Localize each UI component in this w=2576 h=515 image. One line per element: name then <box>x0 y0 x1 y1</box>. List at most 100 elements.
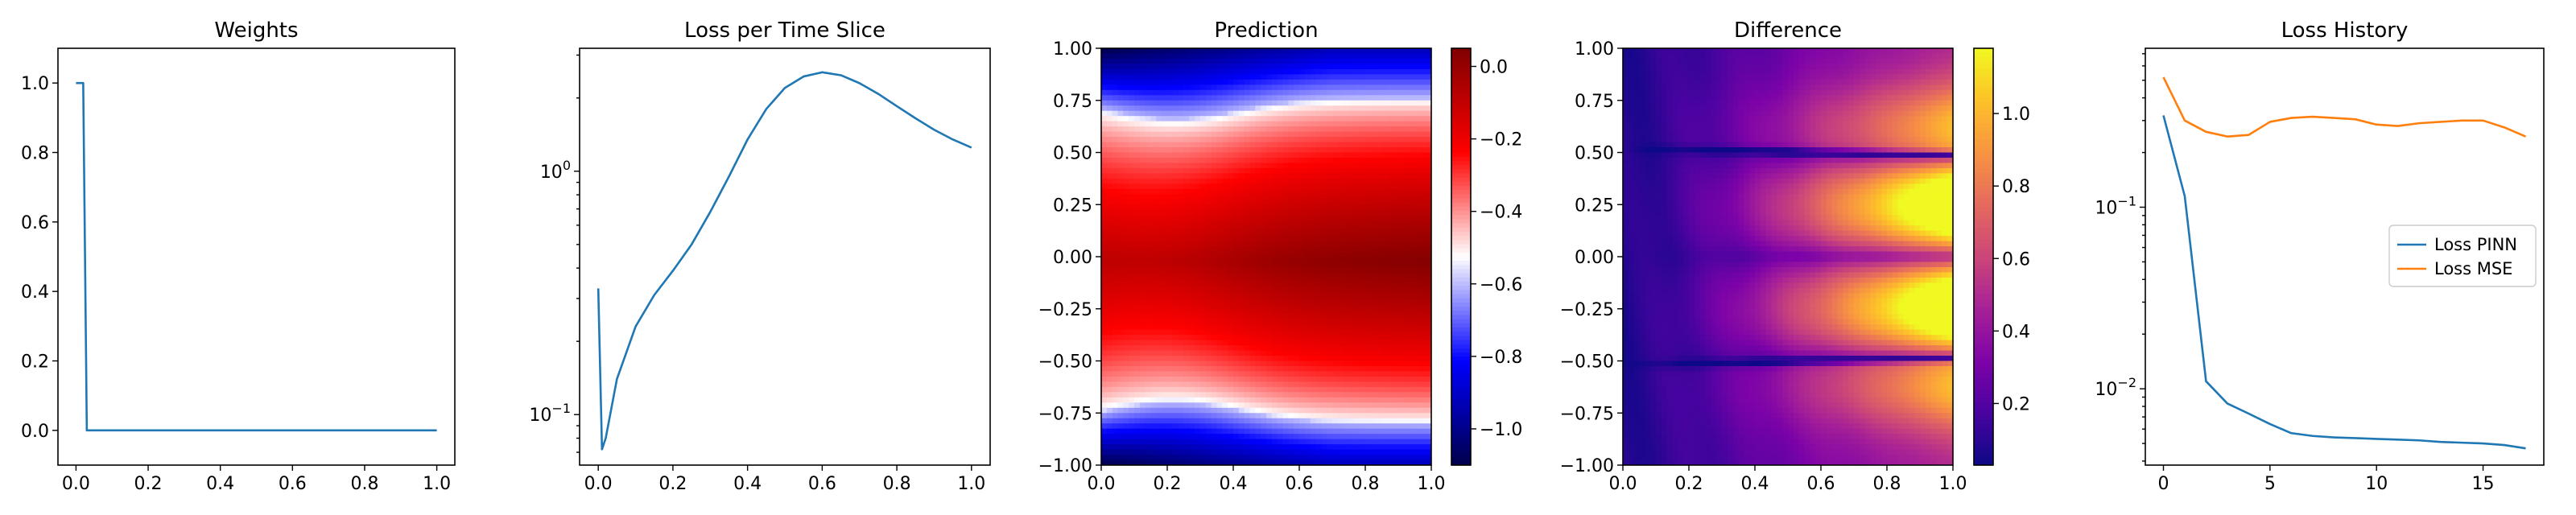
heatmap-cell <box>1211 178 1218 184</box>
heatmap-cell <box>1409 225 1416 232</box>
heatmap-cell <box>1172 131 1179 138</box>
heatmap-cell <box>1178 449 1185 455</box>
heatmap-cell <box>1200 459 1207 465</box>
heatmap-cell <box>1106 209 1113 216</box>
heatmap-cell <box>1117 199 1124 205</box>
heatmap-cell <box>1348 381 1355 388</box>
heatmap-cell <box>1365 142 1372 148</box>
heatmap-cell <box>1134 371 1141 377</box>
heatmap-cell <box>1233 423 1240 430</box>
heatmap-cell <box>1228 178 1234 184</box>
heatmap-cell <box>1106 137 1113 143</box>
heatmap-cell <box>1370 303 1377 310</box>
heatmap-cell <box>1233 68 1240 75</box>
heatmap-cell <box>1327 58 1333 65</box>
heatmap-cell <box>1200 329 1207 336</box>
heatmap-cell <box>1233 220 1240 226</box>
heatmap-cell <box>1420 381 1426 388</box>
heatmap-cell <box>1129 131 1135 138</box>
heatmap-cell <box>1343 251 1350 258</box>
heatmap-cell <box>1134 428 1141 435</box>
heatmap-cell <box>1228 459 1234 465</box>
heatmap-cell <box>1162 392 1168 398</box>
heatmap-cell <box>1189 397 1195 403</box>
heatmap-cell <box>1172 89 1179 96</box>
heatmap-cell <box>1304 110 1311 117</box>
heatmap-cell <box>1129 173 1135 179</box>
heatmap-cell <box>1354 251 1360 258</box>
heatmap-cell <box>1150 95 1157 101</box>
heatmap-cell <box>1348 58 1355 65</box>
heatmap-cell <box>1150 147 1157 154</box>
panel-title: Loss per Time Slice <box>684 19 886 43</box>
heatmap-cell <box>1106 449 1113 455</box>
heatmap-cell <box>1178 272 1185 278</box>
heatmap-cell <box>1315 236 1322 242</box>
heatmap-cell <box>1101 178 1108 184</box>
heatmap-cell <box>1183 53 1190 60</box>
heatmap-cell <box>1205 230 1212 237</box>
heatmap-cell <box>1343 126 1350 133</box>
heatmap-cell <box>1299 381 1306 388</box>
heatmap-cell <box>1249 215 1256 221</box>
heatmap-cell <box>1106 293 1113 299</box>
colorbar-segment <box>1451 352 1471 357</box>
heatmap-cell <box>1282 64 1289 70</box>
heatmap-cell <box>1343 386 1350 393</box>
heatmap-cell <box>1195 230 1201 237</box>
heatmap-cell <box>1228 199 1234 205</box>
heatmap-cell <box>1167 272 1174 278</box>
heatmap-cell <box>1354 350 1360 356</box>
heatmap-cell <box>1387 121 1393 127</box>
heatmap-cell <box>1403 365 1410 373</box>
heatmap-cell <box>1277 356 1284 362</box>
heatmap-cell <box>1156 74 1162 80</box>
x-tick-label: 0.6 <box>1286 474 1314 494</box>
heatmap-cell <box>1332 356 1339 362</box>
heatmap-cell <box>1387 209 1393 216</box>
heatmap-cell <box>1321 89 1327 96</box>
colorbar-segment <box>1451 439 1471 445</box>
heatmap-cell <box>1299 392 1306 398</box>
heatmap-cell <box>1288 204 1294 211</box>
heatmap-cell <box>1167 116 1174 122</box>
heatmap-cell <box>1162 345 1168 352</box>
heatmap-cell <box>1195 236 1201 242</box>
heatmap-cell <box>1343 236 1350 242</box>
colorbar-segment <box>1451 185 1471 191</box>
heatmap-cell <box>1381 251 1388 258</box>
heatmap-cell <box>1101 272 1108 278</box>
heatmap-cell <box>1244 137 1251 143</box>
heatmap-cell <box>1332 449 1339 455</box>
heatmap-cell <box>1167 303 1174 310</box>
heatmap-cell <box>1299 365 1306 373</box>
colorbar-segment <box>1451 85 1471 91</box>
heatmap-cell <box>1249 293 1256 299</box>
heatmap-cell <box>1393 356 1399 362</box>
heatmap-cell <box>1139 126 1146 133</box>
heatmap-cell <box>1183 199 1190 205</box>
heatmap-cell <box>1238 105 1245 112</box>
heatmap-cell <box>1365 439 1372 445</box>
heatmap-cell <box>1211 293 1218 299</box>
heatmap-cell <box>1178 459 1185 465</box>
heatmap-cell <box>1282 157 1289 164</box>
heatmap-cell <box>1420 68 1426 75</box>
heatmap-cell <box>1348 335 1355 341</box>
heatmap-cell <box>1112 287 1119 294</box>
y-tick-label: 1.00 <box>1053 39 1092 60</box>
heatmap-cell <box>1249 246 1256 253</box>
heatmap-cell <box>1426 324 1431 331</box>
heatmap-cell <box>1211 449 1218 455</box>
heatmap-cell <box>1156 137 1162 143</box>
heatmap-cell <box>1178 356 1185 362</box>
heatmap-cell <box>1244 84 1251 91</box>
heatmap-cell <box>1403 329 1410 336</box>
heatmap-cell <box>1299 397 1306 403</box>
heatmap-cell <box>1123 199 1129 205</box>
heatmap-cell <box>1117 371 1124 377</box>
heatmap-cell <box>1299 282 1306 289</box>
heatmap-cell <box>1327 236 1333 242</box>
heatmap-cell <box>1343 298 1350 304</box>
heatmap-cell <box>1282 147 1289 154</box>
